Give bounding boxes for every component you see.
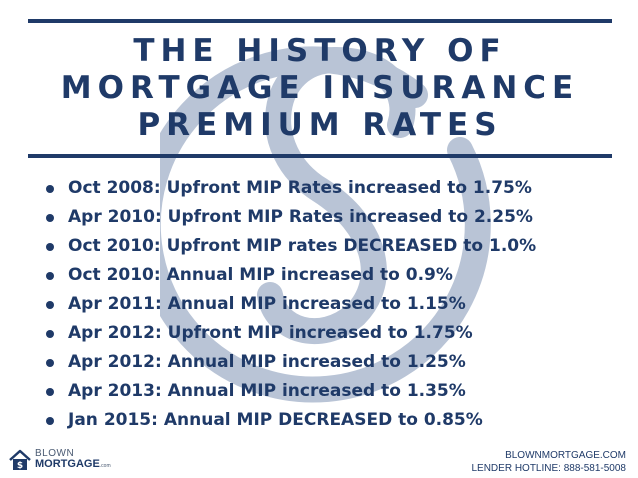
footer-website-link[interactable]: BLOWNMORTGAGE.COM — [505, 450, 626, 461]
list-item: Oct 2010: Upfront MIP rates DECREASED to… — [44, 232, 536, 261]
list-item: Jan 2015: Annual MIP DECREASED to 0.85% — [44, 406, 536, 435]
title-line-3: PREMIUM RATES — [137, 107, 503, 143]
logo-text-top: BLOWN — [35, 448, 75, 459]
list-item: Apr 2011: Annual MIP increased to 1.15% — [44, 290, 536, 319]
footer-contact: BLOWNMORTGAGE.COM LENDER HOTLINE: 888-58… — [471, 449, 626, 475]
logo-text-bottom: MORTGAGE.com — [35, 458, 111, 470]
list-item: Apr 2013: Annual MIP increased to 1.35% — [44, 377, 536, 406]
logo-suffix: .com — [99, 463, 111, 469]
house-dollar-icon: $ — [9, 449, 31, 471]
list-item: Apr 2012: Upfront MIP increased to 1.75% — [44, 319, 536, 348]
top-divider — [28, 19, 612, 23]
list-item: Apr 2010: Upfront MIP Rates increased to… — [44, 203, 536, 232]
bullet-dot-icon — [46, 272, 54, 280]
bullet-dot-icon — [46, 185, 54, 193]
list-item: Apr 2012: Annual MIP increased to 1.25% — [44, 348, 536, 377]
bullet-dot-icon — [46, 359, 54, 367]
rate-history-list: Oct 2008: Upfront MIP Rates increased to… — [44, 174, 536, 435]
footer-hotline: LENDER HOTLINE: 888-581-5008 — [471, 463, 626, 474]
title-line-1: THE HISTORY OF — [133, 33, 507, 69]
dollar-s-watermark-icon — [160, 46, 491, 403]
list-item: Oct 2008: Upfront MIP Rates increased to… — [44, 174, 536, 203]
bottom-divider — [28, 154, 612, 158]
bullet-dot-icon — [46, 330, 54, 338]
bullet-dot-icon — [46, 388, 54, 396]
page-title: THE HISTORY OF MORTGAGE INSURANCE PREMIU… — [28, 33, 612, 144]
svg-text:$: $ — [17, 461, 23, 471]
list-item: Oct 2010: Annual MIP increased to 0.9% — [44, 261, 536, 290]
bullet-dot-icon — [46, 243, 54, 251]
brand-logo[interactable]: $ BLOWN MORTGAGE.com — [8, 448, 111, 472]
bullet-dot-icon — [46, 301, 54, 309]
bullet-dot-icon — [46, 417, 54, 425]
title-line-2: MORTGAGE INSURANCE — [60, 70, 580, 106]
bullet-dot-icon — [46, 214, 54, 222]
